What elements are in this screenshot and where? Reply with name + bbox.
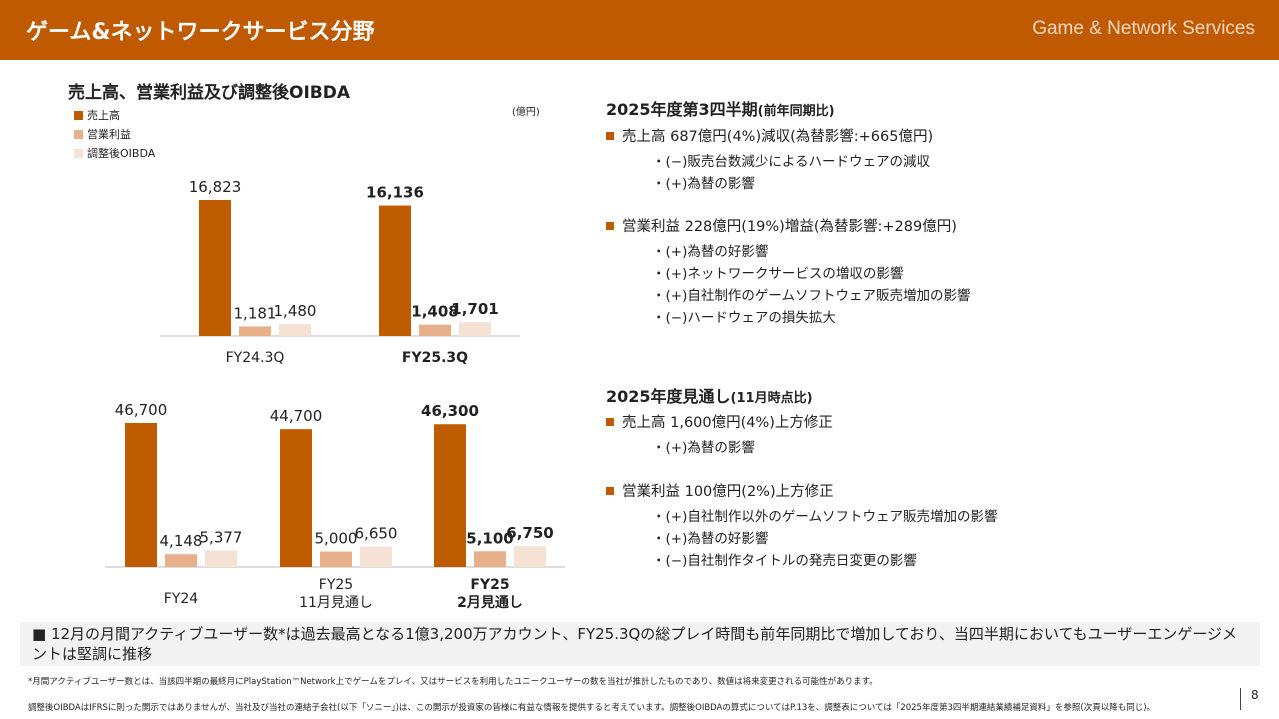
sub-bullet: ・(+)為替の影響 (652, 440, 755, 456)
bullet-text: 営業利益 100億円(2%)上方修正 (622, 484, 834, 500)
data-label: 46,700 (115, 401, 168, 419)
legend-op: 営業利益 (74, 126, 131, 142)
data-label: 16,823 (189, 178, 242, 196)
data-label: 1,181 (234, 304, 277, 322)
bar (205, 550, 237, 567)
category-label: 2月見通し (457, 595, 523, 611)
sub-bullet: ・(−)ハードウェアの損失拡大 (652, 310, 836, 326)
segment-english-name: Game & Network Services (1032, 18, 1255, 39)
category-label: 11月見通し (299, 595, 373, 611)
header-bar: ゲーム&ネットワークサービス分野 Game & Network Services (0, 0, 1279, 60)
chart-title: 売上高、営業利益及び調整後OIBDA (68, 83, 351, 103)
page-title: ゲーム&ネットワークサービス分野 (26, 20, 375, 45)
footnote-oibda: 調整後OIBDAはIFRSに則った開示ではありませんが、当社及び当社の連結子会社… (28, 703, 1156, 713)
bar (379, 205, 411, 336)
legend-label: 売上高 (87, 109, 120, 122)
sub-bullet: ・(+)自社制作のゲームソフトウェア販売増加の影響 (652, 288, 971, 304)
category-label: FY25.3Q (402, 350, 468, 366)
unit-label: (億円) (512, 107, 540, 118)
bullet-item: 営業利益 100億円(2%)上方修正 (606, 480, 834, 501)
bar (434, 424, 466, 567)
data-label: 16,136 (366, 184, 424, 202)
bar (165, 554, 197, 567)
footnote-mau: *月間アクティブユーザー数とは、当該四半期の最終月にPlayStation™Ne… (28, 677, 878, 687)
bar (279, 324, 311, 336)
data-label: 6,750 (506, 524, 553, 542)
bar (320, 551, 352, 567)
sub-bullet: ・(+)ネットワークサービスの増収の影響 (652, 266, 904, 282)
square-bullet-icon (606, 417, 614, 426)
category-label: FY24 (164, 591, 199, 607)
bullet-item: 売上高 687億円(4%)減収(為替影響:+665億円) (606, 125, 933, 146)
data-label: 5,000 (315, 530, 358, 548)
q3-heading: 2025年度第3四半期(前年同期比) (606, 100, 835, 119)
sub-bullet: ・(+)自社制作以外のゲームソフトウェア販売増加の影響 (652, 509, 998, 525)
bar (360, 546, 392, 567)
sub-bullet: ・(+)為替の好影響 (652, 244, 769, 260)
bar (199, 200, 231, 336)
sub-bullet: ・(−)販売台数減少によるハードウェアの減収 (652, 154, 930, 170)
data-label: 44,700 (270, 407, 323, 425)
data-label: 46,300 (421, 402, 479, 420)
legend-sales: 売上高 (74, 107, 120, 123)
bullet-text: 売上高 1,600億円(4%)上方修正 (622, 415, 833, 431)
bullet-text: 売上高 687億円(4%)減収(為替影響:+665億円) (622, 129, 934, 145)
square-bullet-icon (606, 486, 614, 495)
page-number: 8 (1240, 688, 1259, 710)
bar (459, 322, 491, 336)
data-label: 6,650 (355, 524, 398, 542)
category-label: FY24.3Q (226, 350, 285, 366)
legend-label: 調整後OIBDA (87, 147, 156, 160)
bar (280, 429, 312, 567)
legend-oibda: 調整後OIBDA (74, 145, 155, 161)
bullet-text: 営業利益 228億円(19%)増益(為替影響:+289億円) (622, 219, 957, 235)
data-label: 1,701 (451, 300, 498, 318)
bar (474, 551, 506, 567)
category-label: FY25 (319, 577, 353, 593)
bar (514, 546, 546, 567)
bullet-item: 売上高 1,600億円(4%)上方修正 (606, 411, 833, 432)
data-label: 1,480 (274, 302, 317, 320)
data-label: 4,148 (160, 532, 203, 550)
data-label: 1,408 (411, 303, 458, 321)
fy-heading: 2025年度見通し(11月時点比) (606, 387, 813, 406)
sub-bullet: ・(+)為替の好影響 (652, 531, 769, 547)
sub-bullet: ・(−)自社制作タイトルの発売日変更の影響 (652, 553, 917, 569)
data-label: 5,100 (466, 529, 513, 547)
highlight-banner: ■ 12月の月間アクティブユーザー数*は過去最高となる1億3,200万アカウント… (20, 622, 1260, 666)
category-label: FY25 (470, 577, 509, 593)
bar (125, 423, 157, 567)
bar (419, 324, 451, 336)
square-bullet-icon (606, 221, 614, 230)
legend-label: 営業利益 (87, 128, 131, 141)
sub-bullet: ・(+)為替の影響 (652, 176, 755, 192)
data-label: 5,377 (200, 528, 243, 546)
square-bullet-icon (606, 131, 614, 140)
bar (239, 326, 271, 336)
bullet-item: 営業利益 228億円(19%)増益(為替影響:+289億円) (606, 215, 957, 236)
